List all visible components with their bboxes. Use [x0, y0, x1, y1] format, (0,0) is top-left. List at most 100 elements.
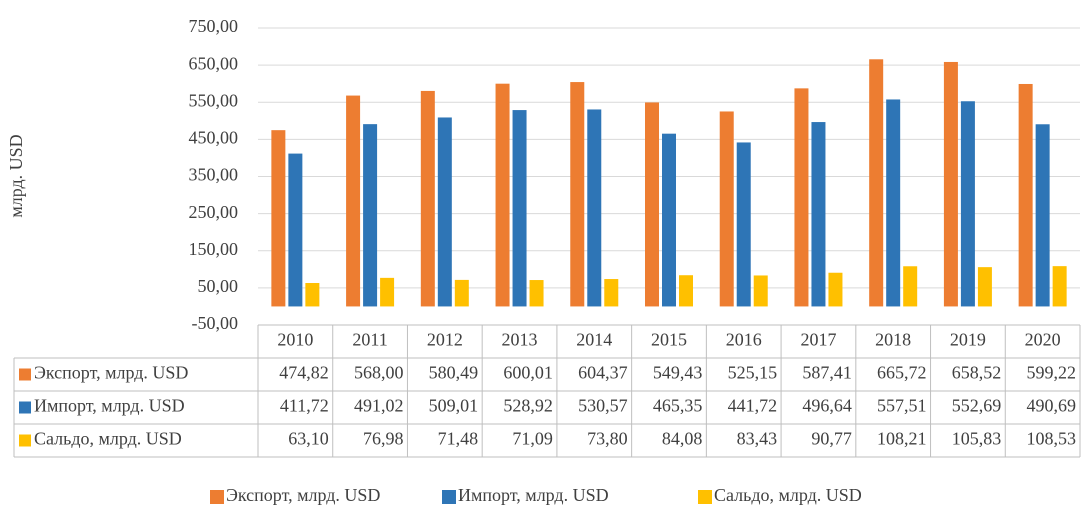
- table-cell: 105,83: [952, 429, 1002, 449]
- x-tick-label: 2011: [352, 330, 387, 350]
- table-cell: 665,72: [877, 363, 927, 383]
- legend-key: [698, 490, 712, 504]
- bar: [828, 272, 843, 307]
- bar: [305, 283, 320, 307]
- table-cell: 528,92: [503, 396, 553, 416]
- y-tick-label: 350,00: [189, 165, 239, 185]
- table-cell: 658,52: [952, 363, 1002, 383]
- bar: [886, 99, 901, 307]
- bar: [869, 59, 884, 307]
- y-tick-label: 650,00: [189, 53, 239, 73]
- bar: [1018, 83, 1033, 307]
- bar: [736, 142, 751, 307]
- bar: [903, 266, 918, 307]
- table-row-label: Импорт, млрд. USD: [34, 396, 185, 416]
- table-cell: 604,37: [578, 363, 628, 383]
- bar: [570, 82, 585, 307]
- bar: [587, 109, 602, 307]
- x-tick-label: 2010: [277, 330, 313, 350]
- table-cell: 600,01: [503, 363, 553, 383]
- bar: [512, 110, 527, 307]
- bar: [420, 90, 435, 307]
- table-cell: 108,53: [1027, 429, 1077, 449]
- table-cell: 552,69: [952, 396, 1002, 416]
- table-cell: 491,02: [354, 396, 404, 416]
- table-row-label: Экспорт, млрд. USD: [34, 363, 188, 383]
- table-cell: 474,82: [279, 363, 329, 383]
- bar: [380, 277, 395, 307]
- legend-key: [19, 401, 31, 414]
- bar: [794, 88, 809, 307]
- table-cell: 509,01: [429, 396, 479, 416]
- table-cell: 465,35: [653, 396, 703, 416]
- legend-label: Импорт, млрд. USD: [458, 485, 609, 505]
- y-tick-label: 50,00: [198, 276, 239, 296]
- bar: [960, 101, 975, 307]
- table-cell: 71,09: [512, 429, 553, 449]
- x-tick-label: 2019: [950, 330, 986, 350]
- bar: [437, 117, 452, 307]
- table-cell: 530,57: [578, 396, 628, 416]
- bar: [495, 83, 510, 307]
- table-cell: 71,48: [438, 429, 479, 449]
- x-tick-label: 2012: [427, 330, 463, 350]
- x-tick-label: 2014: [576, 330, 612, 350]
- bar: [604, 279, 619, 307]
- x-tick-label: 2020: [1025, 330, 1061, 350]
- table-cell: 568,00: [354, 363, 404, 383]
- y-tick-label: 250,00: [189, 202, 239, 222]
- y-tick-label: 750,00: [189, 16, 239, 36]
- y-tick-label: 150,00: [189, 239, 239, 259]
- table-cell: 490,69: [1027, 396, 1077, 416]
- table-cell: 63,10: [288, 429, 329, 449]
- bar: [645, 102, 659, 307]
- bar: [811, 122, 826, 307]
- bar: [662, 133, 676, 307]
- bar: [943, 61, 958, 307]
- table-cell: 441,72: [728, 396, 778, 416]
- bar: [977, 267, 992, 307]
- table-cell: 549,43: [653, 363, 703, 383]
- legend-label: Экспорт, млрд. USD: [226, 485, 380, 505]
- bar: [1035, 124, 1050, 307]
- table-cell: 108,21: [877, 429, 927, 449]
- table-cell: 76,98: [363, 429, 404, 449]
- bar: [363, 124, 378, 307]
- x-tick-label: 2018: [875, 330, 911, 350]
- bar: [288, 153, 303, 307]
- x-tick-label: 2017: [800, 330, 836, 350]
- table-cell: 84,08: [662, 429, 703, 449]
- table-cell: 525,15: [728, 363, 778, 383]
- y-tick-label: 550,00: [189, 90, 239, 110]
- legend-key: [19, 368, 31, 381]
- x-tick-label: 2015: [651, 330, 687, 350]
- y-axis-title: млрд. USD: [6, 134, 26, 217]
- legend-key: [442, 490, 456, 504]
- y-tick-label: 450,00: [189, 128, 239, 148]
- table-cell: 411,72: [280, 396, 329, 416]
- bar: [1052, 266, 1067, 307]
- table-cell: 83,43: [737, 429, 778, 449]
- legend-key: [210, 490, 224, 504]
- legend-label: Сальдо, млрд. USD: [714, 485, 862, 505]
- table-cell: 73,80: [587, 429, 628, 449]
- bar: [719, 111, 734, 307]
- bar: [753, 275, 768, 307]
- table-cell: 496,64: [802, 396, 852, 416]
- x-tick-label: 2013: [502, 330, 538, 350]
- bar: [529, 280, 544, 307]
- x-tick-label: 2016: [726, 330, 762, 350]
- table-cell: 90,77: [811, 429, 852, 449]
- table-cell: 599,22: [1027, 363, 1077, 383]
- bar: [679, 275, 693, 307]
- bar: [271, 130, 286, 307]
- y-tick-label: -50,00: [192, 313, 239, 333]
- table-cell: 580,49: [429, 363, 479, 383]
- table-cell: 557,51: [877, 396, 927, 416]
- table-cell: 587,41: [802, 363, 852, 383]
- legend-key: [19, 434, 31, 447]
- bar: [454, 279, 469, 307]
- table-row-label: Сальдо, млрд. USD: [34, 429, 182, 449]
